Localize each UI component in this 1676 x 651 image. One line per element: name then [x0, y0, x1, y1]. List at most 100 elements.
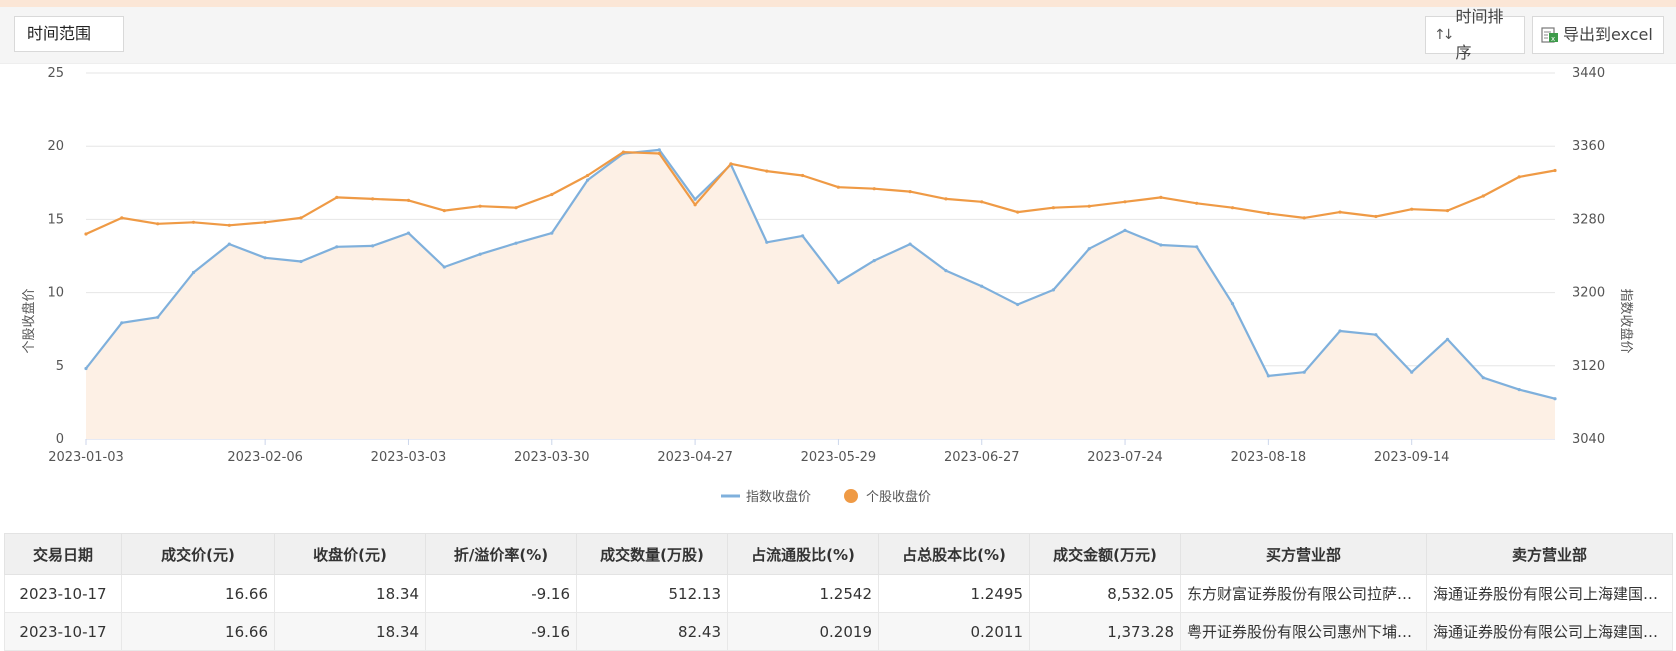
index-close-point	[1159, 243, 1163, 247]
right-y-tick-label: 3200	[1572, 286, 1605, 301]
index-close-point	[1517, 388, 1521, 392]
left-axis-title: 个股收盘价	[21, 288, 37, 353]
time-range-selector[interactable]: 时间范围	[14, 16, 124, 52]
index-close-point	[657, 148, 661, 152]
cell-close-price: 18.34	[274, 612, 426, 651]
stock-close-point	[406, 198, 411, 202]
index-close-point	[1338, 329, 1342, 333]
index-close-point	[944, 269, 948, 273]
index-close-point	[908, 242, 912, 246]
col-header-close-price[interactable]: 收盘价(元)	[274, 533, 426, 575]
right-y-tick-label: 3040	[1572, 432, 1605, 447]
right-y-tick-label: 3280	[1572, 212, 1605, 227]
col-header-total-ratio[interactable]: 占总股本比(%)	[878, 533, 1030, 575]
time-sort-label: 时间排序	[1455, 7, 1504, 62]
stock-close-point	[908, 190, 912, 194]
time-sort-button[interactable]: ↑↓ 时间排序	[1425, 7, 1525, 62]
stock-close-point	[263, 220, 267, 224]
stock-close-point	[84, 232, 88, 236]
index-close-point	[120, 321, 124, 325]
stock-close-point	[693, 203, 697, 207]
svg-text:x: x	[1551, 35, 1555, 43]
index-close-point	[371, 244, 375, 248]
chart-series	[84, 148, 1557, 401]
index-close-point	[227, 242, 231, 246]
stock-close-point	[1230, 206, 1235, 210]
stock-close-point	[980, 200, 984, 204]
cell-seller[interactable]: 海通证券股份有限公司上海建国西路证券营业部	[1426, 612, 1673, 651]
cell-close-price: 18.34	[274, 574, 426, 613]
col-header-float-ratio[interactable]: 占流通股比(%)	[727, 533, 879, 575]
index-close-point	[1410, 370, 1414, 374]
index-close-point	[586, 178, 590, 182]
legend-item-index[interactable]: 指数收盘价	[721, 489, 811, 505]
stock-close-point	[621, 150, 626, 154]
stock-close-point	[1481, 194, 1485, 198]
stock-close-point	[872, 187, 876, 191]
col-header-date[interactable]: 交易日期	[4, 533, 122, 575]
left-y-tick-label: 10	[47, 286, 64, 301]
stock-close-point	[765, 169, 769, 173]
x-tick-label: 2023-03-30	[514, 450, 590, 465]
col-header-trade-price[interactable]: 成交价(元)	[121, 533, 275, 575]
index-close-point	[836, 280, 841, 285]
stock-close-point	[836, 185, 841, 189]
col-header-seller[interactable]: 卖方营业部	[1426, 533, 1673, 575]
index-close-point	[1123, 228, 1127, 232]
index-area-fill	[86, 149, 1555, 439]
index-close-point	[442, 265, 446, 269]
index-close-point	[191, 270, 196, 275]
index-close-point	[801, 234, 805, 238]
stock-close-point	[1338, 210, 1342, 214]
stock-close-point	[335, 195, 339, 199]
stock-close-point	[1051, 206, 1055, 210]
stock-close-point	[442, 209, 446, 213]
right-y-tick-label: 3120	[1572, 359, 1605, 374]
index-close-point	[514, 241, 518, 245]
block-trade-table: 交易日期 成交价(元) 收盘价(元) 折/溢价率(%) 成交数量(万股) 占流通…	[4, 533, 1673, 651]
stock-close-point	[729, 162, 733, 166]
cell-date: 2023-10-17	[4, 574, 122, 613]
left-y-tick-label: 0	[56, 432, 64, 447]
cell-premium-rate: -9.16	[425, 574, 577, 613]
left-y-tick-label: 25	[47, 66, 64, 81]
x-tick-label: 2023-04-27	[657, 450, 733, 465]
cell-seller[interactable]: 海通证券股份有限公司上海建国西路证券营业部	[1426, 574, 1673, 613]
legend-item-stock[interactable]: 个股收盘价	[844, 489, 931, 505]
index-close-point	[299, 259, 303, 264]
export-excel-button[interactable]: x 导出到excel	[1532, 16, 1664, 54]
cell-date: 2023-10-17	[4, 612, 122, 651]
index-close-point	[1087, 247, 1091, 251]
cell-premium-rate: -9.16	[425, 612, 577, 651]
index-close-point	[1266, 374, 1270, 378]
index-close-point	[1230, 302, 1235, 306]
col-header-volume[interactable]: 成交数量(万股)	[576, 533, 728, 575]
col-header-amount[interactable]: 成交金额(万元)	[1029, 533, 1181, 575]
cell-buyer[interactable]: 东方财富证券股份有限公司拉萨东环路第二证券营业部	[1180, 574, 1427, 613]
stock-close-point	[1016, 210, 1020, 214]
right-y-tick-label: 3440	[1572, 66, 1605, 81]
cell-total-ratio: 0.2011	[878, 612, 1030, 651]
table-row: 2023-10-17 16.66 18.34 -9.16 82.43 0.201…	[4, 612, 1673, 651]
stock-close-point	[371, 197, 375, 201]
excel-icon: x	[1541, 27, 1558, 43]
cell-trade-price: 16.66	[121, 574, 275, 613]
index-close-point	[980, 284, 984, 288]
cell-buyer[interactable]: 粤开证券股份有限公司惠州下埔路证券营业部	[1180, 612, 1427, 651]
stock-close-point	[227, 223, 231, 227]
stock-close-point	[1445, 209, 1450, 213]
index-close-point	[478, 252, 482, 256]
index-close-point	[1195, 245, 1199, 249]
col-header-premium-rate[interactable]: 折/溢价率(%)	[425, 533, 577, 575]
export-excel-label: 导出到excel	[1563, 25, 1653, 44]
toolbar: 时间范围 ↑↓ 时间排序 x 导出到excel	[0, 7, 1676, 64]
stock-close-point	[156, 222, 160, 226]
index-close-line	[85, 148, 1556, 400]
col-header-buyer[interactable]: 买方营业部	[1180, 533, 1427, 575]
stock-close-point	[191, 220, 196, 224]
index-close-point	[406, 231, 411, 235]
stock-close-point	[1195, 201, 1199, 205]
stock-close-point	[1553, 168, 1557, 173]
x-tick-label: 2023-06-27	[944, 450, 1020, 465]
left-y-tick-label: 15	[47, 212, 64, 227]
